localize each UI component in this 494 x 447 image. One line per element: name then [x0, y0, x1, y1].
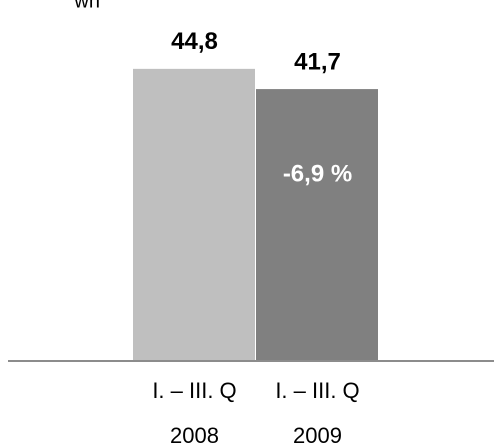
x-tick-label-line: 2008	[170, 423, 219, 447]
x-tick-label: I. – III. Q 2008	[152, 378, 236, 447]
bar	[256, 89, 378, 362]
x-tick-label-line: 2009	[293, 423, 342, 447]
axis-unit-label: wn	[73, 0, 100, 12]
x-tick-label: I. – III. Q 2009	[275, 378, 359, 447]
value-label: 41,7	[294, 48, 341, 75]
value-label: 44,8	[171, 28, 218, 55]
x-tick-label-line: I. – III. Q	[152, 378, 236, 403]
change-annotation: -6,9 %	[283, 160, 352, 187]
bar	[133, 68, 255, 361]
x-tick-label-line: I. – III. Q	[275, 378, 359, 403]
